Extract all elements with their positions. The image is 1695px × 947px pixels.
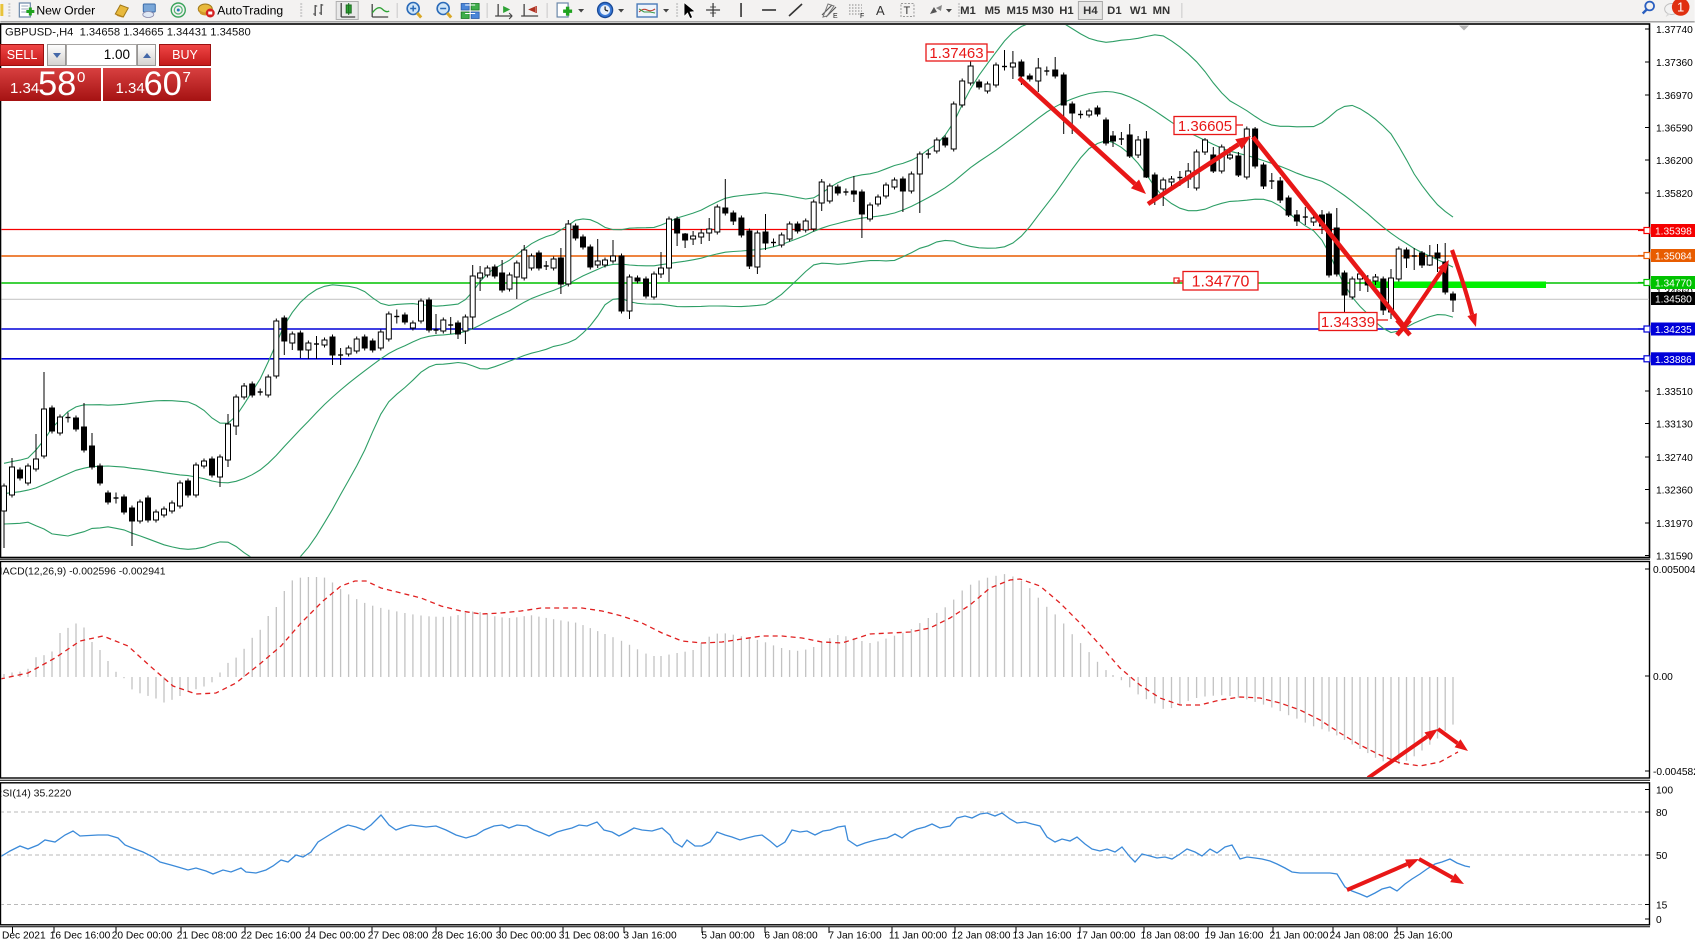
svg-text:1.35084: 1.35084 xyxy=(1655,252,1692,263)
svg-text:30 Dec 00:00: 30 Dec 00:00 xyxy=(496,931,557,942)
svg-text:D1: D1 xyxy=(1107,5,1121,17)
svg-text:0: 0 xyxy=(1656,915,1662,926)
svg-text:3 Jan 16:00: 3 Jan 16:00 xyxy=(623,931,677,942)
svg-text:100: 100 xyxy=(1656,786,1673,797)
svg-text:M1: M1 xyxy=(960,5,976,17)
svg-text:24 Dec 00:00: 24 Dec 00:00 xyxy=(305,931,366,942)
svg-text:6 Jan 08:00: 6 Jan 08:00 xyxy=(764,931,818,942)
svg-text:E: E xyxy=(833,13,838,20)
svg-text:MN: MN xyxy=(1153,5,1171,17)
svg-text:1.31970: 1.31970 xyxy=(1656,519,1693,530)
svg-text:1.37740: 1.37740 xyxy=(1656,25,1693,36)
svg-text:21 Dec 08:00: 21 Dec 08:00 xyxy=(177,931,238,942)
svg-text:13 Jan 16:00: 13 Jan 16:00 xyxy=(1013,931,1072,942)
svg-text:17 Jan 00:00: 17 Jan 00:00 xyxy=(1077,931,1136,942)
svg-text:1.34339: 1.34339 xyxy=(1321,314,1375,331)
svg-text:25 Jan 16:00: 25 Jan 16:00 xyxy=(1394,931,1453,942)
svg-text:RSI(14) 35.2220: RSI(14) 35.2220 xyxy=(0,789,71,800)
svg-text:1.36970: 1.36970 xyxy=(1656,91,1693,102)
svg-text:M30: M30 xyxy=(1032,5,1054,17)
svg-text:H4: H4 xyxy=(1083,5,1098,17)
svg-text:1.34770: 1.34770 xyxy=(1655,279,1692,290)
svg-text:11 Jan 00:00: 11 Jan 00:00 xyxy=(889,931,947,942)
svg-text:1.37360: 1.37360 xyxy=(1656,58,1693,69)
svg-text:A: A xyxy=(876,3,885,18)
svg-text:1.31590: 1.31590 xyxy=(1656,552,1693,563)
svg-text:-0.004582: -0.004582 xyxy=(1653,767,1695,778)
svg-text:1.36605: 1.36605 xyxy=(1178,118,1232,135)
svg-text:1.35820: 1.35820 xyxy=(1656,189,1693,200)
svg-text:1.34235: 1.34235 xyxy=(1655,325,1692,336)
svg-text:21 Jan 00:00: 21 Jan 00:00 xyxy=(1270,931,1329,942)
svg-text:1.32360: 1.32360 xyxy=(1656,486,1693,497)
svg-text:1.36200: 1.36200 xyxy=(1656,156,1693,167)
svg-text:28 Dec 16:00: 28 Dec 16:00 xyxy=(432,931,493,942)
svg-text:19 Jan 16:00: 19 Jan 16:00 xyxy=(1205,931,1264,942)
svg-text:0.00: 0.00 xyxy=(1653,672,1673,683)
svg-text:MACD(12,26,9) -0.002596 -0.002: MACD(12,26,9) -0.002596 -0.002941 xyxy=(0,567,166,578)
svg-text:1.37463: 1.37463 xyxy=(929,45,983,62)
svg-text:1.34770: 1.34770 xyxy=(1192,274,1250,291)
svg-text:16 Dec 16:00: 16 Dec 16:00 xyxy=(50,931,111,942)
svg-text:GBPUSD-,H4 1.34658 1.34665 1.: GBPUSD-,H4 1.34658 1.34665 1.34431 1.345… xyxy=(5,27,251,39)
svg-text:1.33130: 1.33130 xyxy=(1656,420,1693,431)
svg-text:7 Jan 16:00: 7 Jan 16:00 xyxy=(828,931,882,942)
svg-text:50: 50 xyxy=(1656,851,1668,862)
svg-text:18 Jan 08:00: 18 Jan 08:00 xyxy=(1141,931,1200,942)
svg-text:80: 80 xyxy=(1656,808,1668,819)
svg-text:1.35398: 1.35398 xyxy=(1655,227,1692,238)
svg-text:1.34580: 1.34580 xyxy=(1655,295,1692,306)
svg-text:H1: H1 xyxy=(1059,5,1073,17)
svg-text:5 Jan 00:00: 5 Jan 00:00 xyxy=(701,931,755,942)
svg-text:31 Dec 08:00: 31 Dec 08:00 xyxy=(559,931,620,942)
svg-text:1.36590: 1.36590 xyxy=(1656,124,1693,135)
svg-text:W1: W1 xyxy=(1130,5,1147,17)
svg-text:22 Dec 16:00: 22 Dec 16:00 xyxy=(241,931,302,942)
svg-text:Dec 2021: Dec 2021 xyxy=(2,931,46,942)
svg-text:New Order: New Order xyxy=(36,3,95,17)
svg-text:1.32740: 1.32740 xyxy=(1656,453,1693,464)
svg-text:M5: M5 xyxy=(985,5,1001,17)
svg-text:12 Jan 08:00: 12 Jan 08:00 xyxy=(952,931,1011,942)
svg-text:24 Jan 08:00: 24 Jan 08:00 xyxy=(1330,931,1389,942)
svg-text:F: F xyxy=(860,13,864,20)
svg-text:M15: M15 xyxy=(1006,5,1028,17)
svg-text:0.005004: 0.005004 xyxy=(1653,565,1695,576)
svg-text:AutoTrading: AutoTrading xyxy=(217,3,283,17)
svg-text:1.33886: 1.33886 xyxy=(1655,355,1692,366)
svg-text:T: T xyxy=(903,5,910,17)
svg-text:1: 1 xyxy=(1677,0,1684,14)
svg-text:27 Dec 08:00: 27 Dec 08:00 xyxy=(368,931,429,942)
svg-text:1.33510: 1.33510 xyxy=(1656,387,1693,398)
svg-text:15: 15 xyxy=(1656,901,1668,912)
svg-text:20 Dec 00:00: 20 Dec 00:00 xyxy=(112,931,173,942)
